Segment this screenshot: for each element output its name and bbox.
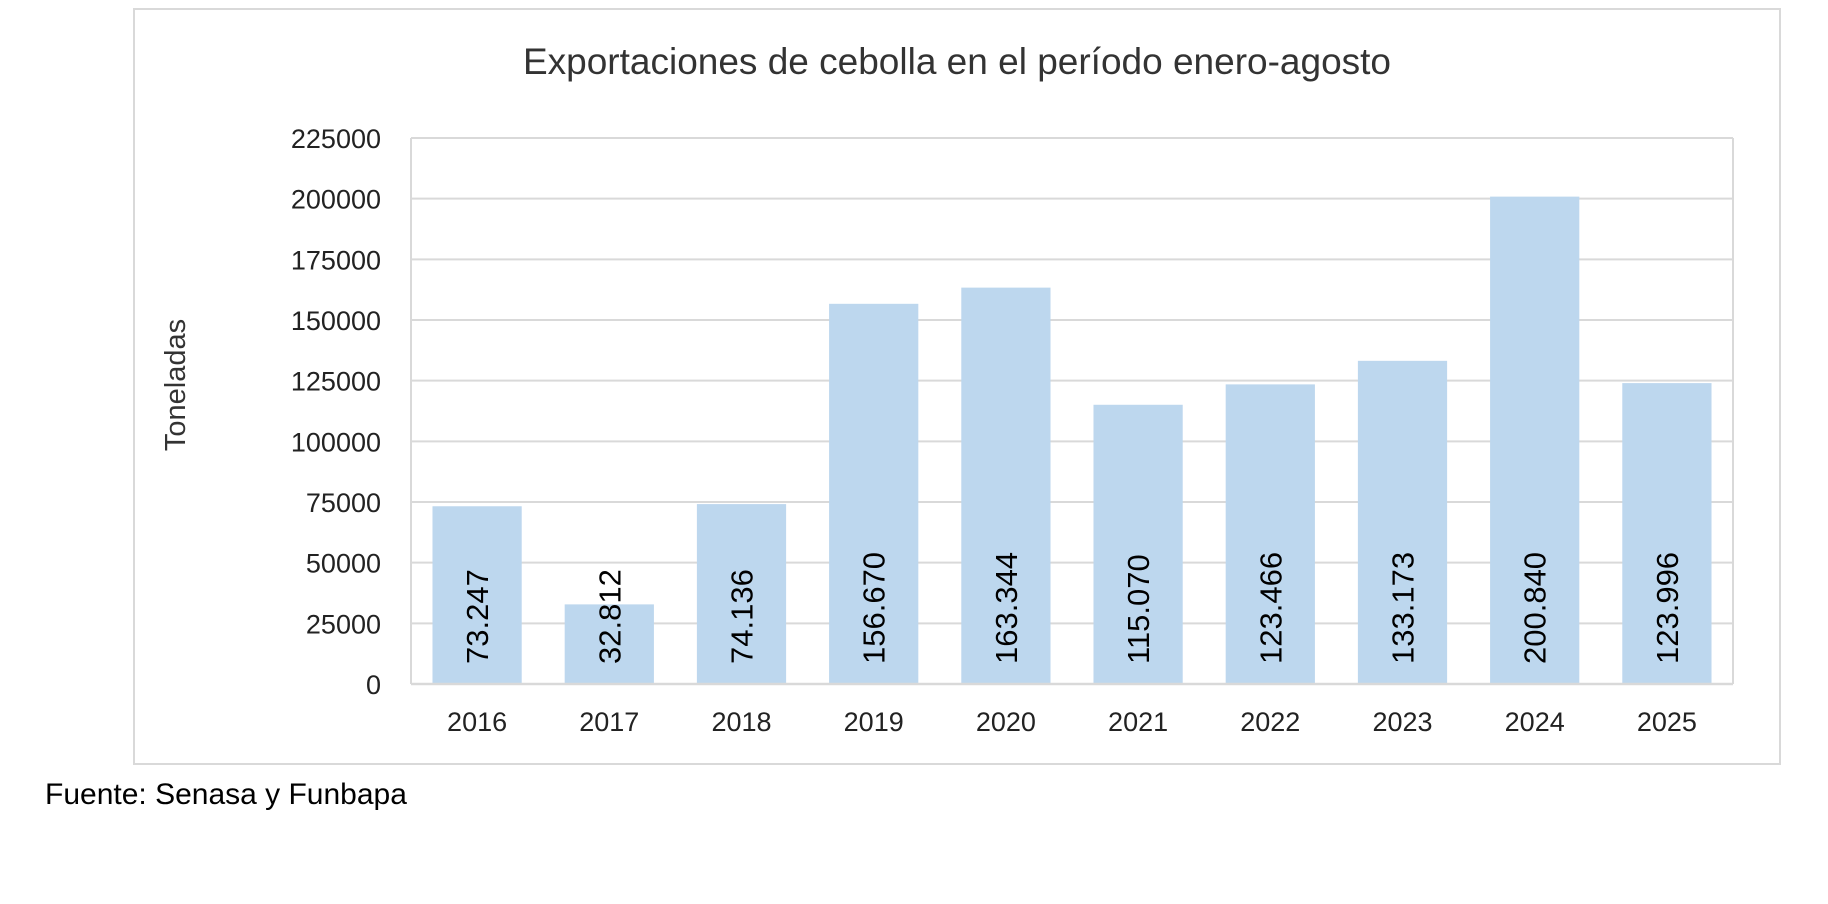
x-tick-label: 2024 <box>1505 707 1565 737</box>
x-tick-label: 2020 <box>976 707 1036 737</box>
chart-title: Exportaciones de cebolla en el período e… <box>523 41 1391 82</box>
y-tick-label: 50000 <box>306 549 381 579</box>
bar-2019 <box>829 303 919 684</box>
x-tick-label: 2019 <box>844 707 904 737</box>
y-tick-label: 75000 <box>306 488 381 518</box>
y-tick-label: 225000 <box>291 124 381 154</box>
x-tick-label: 2023 <box>1372 707 1432 737</box>
x-tick-label: 2017 <box>579 707 639 737</box>
data-label-2021: 115.070 <box>1121 554 1156 664</box>
y-tick-label: 0 <box>366 670 381 700</box>
x-tick-label: 2022 <box>1240 707 1300 737</box>
y-tick-label: 125000 <box>291 367 381 397</box>
y-tick-label: 175000 <box>291 245 381 275</box>
bar-2025 <box>1622 383 1712 684</box>
bar-2023 <box>1357 360 1448 684</box>
bar-2020 <box>961 287 1051 684</box>
y-tick-label: 100000 <box>291 427 381 457</box>
x-tick-label: 2016 <box>447 707 507 737</box>
data-label-2025: 123.996 <box>1650 552 1685 664</box>
bar-2018 <box>696 504 787 684</box>
data-label-2022: 123.466 <box>1253 552 1288 664</box>
data-label-2024: 200.840 <box>1518 552 1553 664</box>
bar-2017 <box>564 604 654 684</box>
x-axis-ticks: 2016 2017 2018 2019 2020 2021 2022 2023 2024 2025 <box>447 707 1697 737</box>
data-label-2016: 73.247 <box>460 569 495 664</box>
bar-2016 <box>432 506 522 684</box>
data-label-2023: 133.173 <box>1386 552 1421 664</box>
x-tick-label: 2018 <box>711 707 771 737</box>
y-tick-label: 200000 <box>291 185 381 215</box>
axes <box>410 138 1734 686</box>
data-label-2018: 74.136 <box>725 569 760 664</box>
y-tick-label: 25000 <box>306 609 381 639</box>
bar-2024 <box>1490 196 1580 684</box>
y-tick-label: 150000 <box>291 306 381 336</box>
bar-2021 <box>1093 404 1183 684</box>
data-label-2020: 163.344 <box>989 552 1024 664</box>
x-tick-label: 2021 <box>1108 707 1168 737</box>
y-axis-ticks: 0 25000 50000 75000 100000 125000 150000 175000… <box>291 124 381 700</box>
data-labels: 73.247 32.812 74.136 156.670 163.344 115.070 1… <box>460 552 1685 664</box>
source-note: Fuente: Senasa y Funbapa <box>45 778 407 811</box>
x-tick-label: 2025 <box>1637 707 1697 737</box>
bar-2022 <box>1225 384 1315 684</box>
bars <box>432 196 1712 684</box>
data-label-2017: 32.812 <box>592 569 627 664</box>
data-label-2019: 156.670 <box>857 552 892 664</box>
y-axis-label: Toneladas <box>160 319 192 451</box>
